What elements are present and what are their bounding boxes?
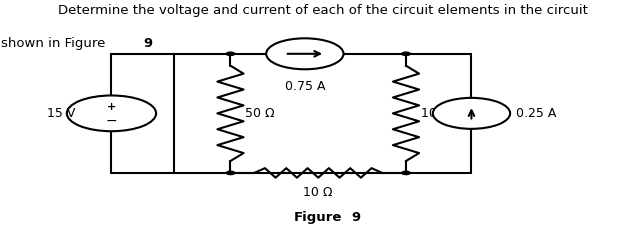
- Text: −: −: [106, 114, 117, 127]
- Text: Figure: Figure: [294, 211, 342, 224]
- Circle shape: [266, 38, 343, 69]
- Circle shape: [67, 95, 156, 131]
- Text: 0.25 A: 0.25 A: [516, 107, 556, 120]
- Circle shape: [402, 171, 410, 174]
- Circle shape: [226, 52, 235, 55]
- Text: 10 Ω: 10 Ω: [303, 186, 333, 199]
- Text: 9: 9: [351, 211, 360, 224]
- Circle shape: [226, 171, 235, 174]
- Circle shape: [432, 98, 510, 129]
- Text: shown in Figure: shown in Figure: [1, 37, 110, 50]
- Text: 50 Ω: 50 Ω: [245, 107, 275, 120]
- Text: 10 Ω: 10 Ω: [421, 107, 450, 120]
- Text: Determine the voltage and current of each of the circuit elements in the circuit: Determine the voltage and current of eac…: [58, 4, 588, 17]
- Text: +: +: [107, 102, 116, 112]
- Text: 15 V: 15 V: [48, 107, 76, 120]
- Circle shape: [402, 52, 410, 55]
- Text: 9: 9: [143, 37, 152, 50]
- Text: 0.75 A: 0.75 A: [284, 80, 325, 93]
